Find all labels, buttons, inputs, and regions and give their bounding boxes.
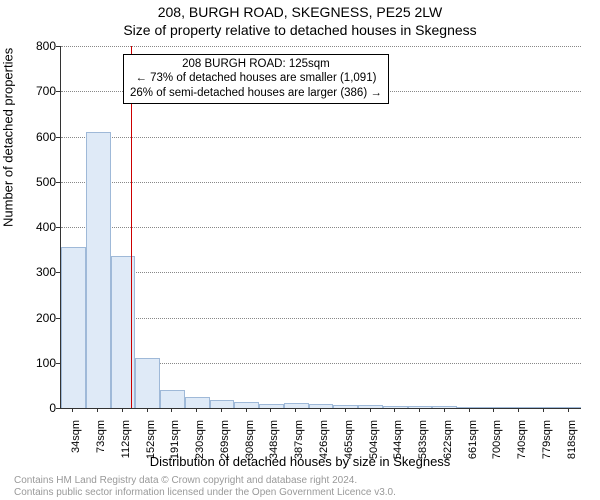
x-tick-label: 34sqm (70, 420, 82, 453)
x-tick-mark (370, 408, 371, 412)
x-tick-label: 387sqm (293, 420, 305, 459)
y-tick-mark (56, 182, 60, 183)
x-tick-label: 73sqm (95, 420, 107, 453)
histogram-bar (333, 405, 358, 408)
x-tick-mark (147, 408, 148, 412)
histogram-bar (358, 405, 383, 408)
x-tick-label: 348sqm (268, 420, 280, 459)
gridline (61, 46, 581, 47)
x-tick-mark (122, 408, 123, 412)
y-tick-mark (56, 137, 60, 138)
y-tick-label: 800 (16, 39, 56, 53)
y-tick-mark (56, 408, 60, 409)
y-tick-label: 500 (16, 175, 56, 189)
x-tick-mark (72, 408, 73, 412)
histogram-bar (259, 404, 284, 408)
annotation-line1: 208 BURGH ROAD: 125sqm (130, 57, 382, 71)
x-tick-label: 740sqm (516, 420, 528, 459)
histogram-bar (556, 407, 581, 408)
footer-line1: Contains HM Land Registry data © Crown c… (14, 475, 396, 487)
x-tick-label: 191sqm (169, 420, 181, 459)
x-tick-mark (345, 408, 346, 412)
x-tick-label: 544sqm (392, 420, 404, 459)
x-tick-label: 504sqm (368, 420, 380, 459)
y-tick-mark (56, 227, 60, 228)
x-tick-label: 661sqm (467, 420, 479, 459)
x-tick-mark (246, 408, 247, 412)
histogram-bar (61, 247, 86, 408)
x-tick-mark (518, 408, 519, 412)
x-tick-mark (270, 408, 271, 412)
y-tick-mark (56, 272, 60, 273)
chart-title-line1: 208, BURGH ROAD, SKEGNESS, PE25 2LW (0, 4, 600, 20)
x-tick-mark (171, 408, 172, 412)
chart-title-line2: Size of property relative to detached ho… (0, 22, 600, 38)
x-tick-mark (493, 408, 494, 412)
y-tick-label: 200 (16, 311, 56, 325)
annotation-line2: ← 73% of detached houses are smaller (1,… (130, 71, 382, 85)
x-tick-label: 426sqm (318, 420, 330, 459)
y-tick-label: 100 (16, 356, 56, 370)
gridline (61, 227, 581, 228)
x-tick-label: 308sqm (244, 420, 256, 459)
x-tick-mark (221, 408, 222, 412)
histogram-bar (160, 390, 185, 408)
x-tick-label: 465sqm (343, 420, 355, 459)
x-tick-mark (568, 408, 569, 412)
x-tick-label: 583sqm (417, 420, 429, 459)
x-tick-mark (419, 408, 420, 412)
histogram-bar (185, 397, 210, 408)
y-tick-mark (56, 318, 60, 319)
y-tick-mark (56, 363, 60, 364)
x-tick-label: 230sqm (194, 420, 206, 459)
gridline (61, 182, 581, 183)
y-tick-label: 600 (16, 130, 56, 144)
y-tick-label: 700 (16, 84, 56, 98)
histogram-bar (86, 132, 111, 408)
x-tick-label: 152sqm (145, 420, 157, 459)
histogram-bar (135, 358, 160, 408)
footer-line2: Contains public sector information licen… (14, 487, 396, 499)
y-tick-label: 400 (16, 220, 56, 234)
y-tick-mark (56, 91, 60, 92)
x-tick-mark (196, 408, 197, 412)
y-axis-label: Number of detached properties (1, 48, 16, 227)
x-tick-mark (444, 408, 445, 412)
annotation-box: 208 BURGH ROAD: 125sqm← 73% of detached … (123, 54, 389, 104)
x-tick-label: 779sqm (541, 420, 553, 459)
gridline (61, 318, 581, 319)
annotation-line3: 26% of semi-detached houses are larger (… (130, 86, 382, 100)
footer-attribution: Contains HM Land Registry data © Crown c… (14, 475, 396, 498)
x-tick-label: 622sqm (442, 420, 454, 459)
x-tick-mark (543, 408, 544, 412)
y-tick-mark (56, 46, 60, 47)
chart-container: 208, BURGH ROAD, SKEGNESS, PE25 2LW Size… (0, 0, 600, 500)
y-tick-label: 300 (16, 265, 56, 279)
histogram-bar (210, 400, 235, 408)
x-tick-label: 700sqm (491, 420, 503, 459)
histogram-bar (531, 407, 556, 408)
y-tick-label: 0 (16, 401, 56, 415)
gridline (61, 137, 581, 138)
x-tick-label: 269sqm (219, 420, 231, 459)
gridline (61, 272, 581, 273)
histogram-bar (432, 406, 457, 408)
histogram-bar (457, 407, 482, 408)
x-tick-mark (97, 408, 98, 412)
plot-area: 208 BURGH ROAD: 125sqm← 73% of detached … (60, 46, 581, 409)
x-tick-label: 112sqm (120, 420, 132, 458)
x-tick-label: 818sqm (566, 420, 578, 459)
histogram-bar (234, 402, 259, 408)
x-tick-mark (320, 408, 321, 412)
x-tick-mark (295, 408, 296, 412)
x-tick-mark (469, 408, 470, 412)
x-tick-mark (394, 408, 395, 412)
